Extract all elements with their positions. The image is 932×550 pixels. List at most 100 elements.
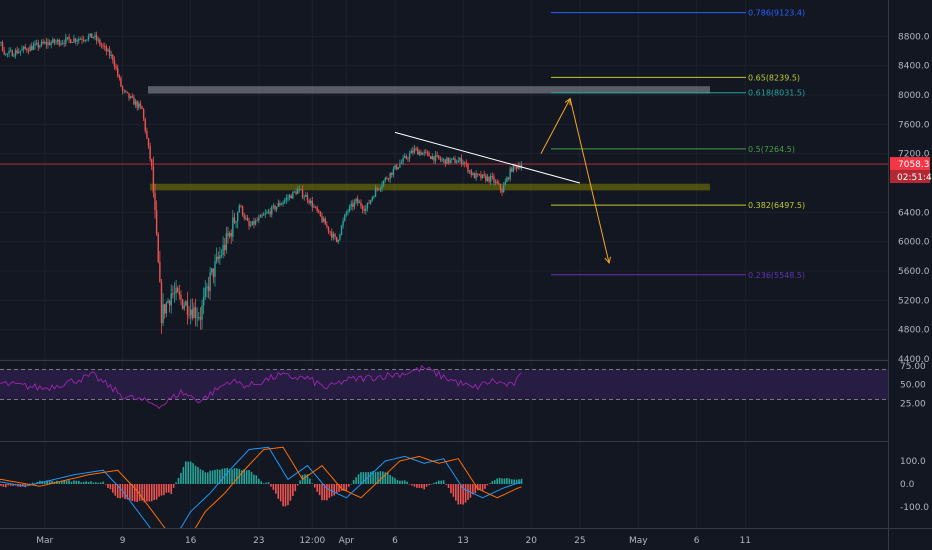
candle-body-138: [180, 294, 182, 300]
macd-histogram-bar-73: [133, 484, 136, 502]
candle-body-318: [472, 173, 474, 176]
macd-histogram-bar-159: [343, 484, 345, 491]
macd-histogram-bar-181: [396, 479, 399, 484]
macd-histogram-bar-117: [240, 470, 243, 484]
candle-body-181: [249, 225, 252, 227]
time-label-6: Apr: [339, 536, 355, 546]
candle-body-118: [147, 138, 150, 146]
candle-body-126: [160, 282, 163, 324]
macd-histogram-bar-191: [420, 484, 423, 489]
price-tick-3: 7600.0: [898, 120, 930, 130]
macd-histogram-bar-193: [425, 484, 428, 487]
macd-histogram-bar-108: [219, 469, 221, 484]
macd-pane: [0, 441, 932, 545]
macd-histogram-bar-232: [520, 478, 523, 484]
candle-body-131: [168, 300, 171, 306]
candle-body-128: [164, 304, 166, 314]
macd-histogram-bar-144: [306, 474, 309, 484]
macd-histogram-bar-119: [245, 470, 248, 484]
candle-body-154: [206, 286, 208, 288]
candle-body-295: [434, 154, 437, 161]
macd-histogram-bar-44: [63, 480, 65, 484]
candle-body-226: [322, 218, 325, 222]
candle-body-113: [139, 103, 142, 107]
macd-histogram-bar-75: [138, 484, 141, 501]
candle-body-187: [259, 215, 262, 218]
candle-body-284: [417, 148, 419, 155]
candle-body-151: [201, 305, 203, 320]
macd-histogram-bar-176: [384, 472, 387, 484]
macd-histogram-bar-208: [462, 484, 464, 505]
macd-histogram-bar-107: [216, 469, 219, 484]
candle-body-241: [347, 211, 349, 213]
macd-histogram-bar-168: [365, 472, 367, 484]
macd-histogram-bar-190: [418, 484, 421, 488]
time-label-5: 12:00: [299, 536, 325, 546]
macd-histogram-bar-58: [97, 482, 100, 484]
candle-body-288: [423, 151, 425, 153]
candle-body-65: [61, 42, 64, 44]
candle-body-168: [228, 232, 231, 237]
candle-body-191: [266, 212, 268, 214]
fib-label-1: 0.65(8239.5): [748, 73, 800, 82]
candle-body-244: [352, 203, 354, 207]
candle-body-190: [264, 213, 266, 215]
candle-body-98: [115, 66, 117, 69]
candle-body-144: [189, 309, 192, 316]
candle-body-281: [412, 150, 414, 153]
candle-body-185: [256, 220, 258, 222]
fib-label-2: 0.618(8031.5): [748, 89, 805, 98]
macd-histogram-bar-37: [46, 480, 48, 484]
candle-body-61: [55, 41, 57, 43]
macd-histogram-bar-95: [187, 461, 190, 484]
time-label-3: 16: [185, 536, 197, 546]
candle-body-229: [327, 226, 330, 232]
macd-histogram-bar-133: [279, 484, 282, 502]
price-tick-6: 6000.0: [898, 238, 930, 248]
candle-body-35: [13, 55, 15, 57]
rsi-tick-1: 50.00: [900, 381, 926, 391]
candle-body-227: [324, 218, 326, 225]
macd-histogram-bar-172: [374, 472, 377, 484]
macd-histogram-bar-201: [445, 484, 447, 485]
support-zone: [150, 183, 710, 191]
macd-histogram-bar-231: [518, 479, 520, 484]
candle-body-340: [507, 177, 510, 180]
candle-body-197: [275, 206, 278, 210]
candle-body-38: [18, 51, 20, 54]
macd-histogram-bar-27: [22, 484, 24, 487]
candle-body-264: [384, 177, 386, 181]
candle-body-69: [68, 37, 70, 40]
candle-body-182: [251, 221, 254, 226]
candle-body-201: [282, 202, 284, 204]
fib-label-5: 0.236(5548.5): [748, 271, 805, 280]
macd-histogram-bar-114: [233, 468, 236, 484]
time-axis-bg: [0, 528, 932, 550]
candle-body-302: [446, 157, 448, 165]
candle-body-220: [313, 206, 315, 208]
candle-body-194: [271, 206, 273, 215]
macd-histogram-bar-49: [75, 480, 78, 484]
macd-histogram-bar-174: [379, 471, 382, 484]
macd-histogram-bar-43: [60, 481, 63, 484]
macd-tick-1: 0.0: [900, 480, 915, 490]
macd-histogram-bar-50: [77, 480, 80, 484]
candle-body-277: [405, 156, 408, 159]
candle-body-123: [155, 210, 158, 234]
macd-histogram-bar-89: [172, 484, 175, 488]
candle-body-110: [134, 101, 137, 105]
macd-histogram-bar-53: [85, 481, 87, 484]
macd-histogram-bar-188: [413, 484, 416, 487]
macd-histogram-bar-215: [479, 484, 481, 490]
candle-body-337: [502, 185, 505, 193]
macd-histogram-bar-28: [24, 484, 27, 488]
macd-histogram-bar-140: [296, 484, 299, 486]
macd-histogram-bar-97: [192, 463, 194, 484]
candle-body-188: [261, 215, 263, 217]
candle-body-95: [110, 54, 112, 56]
candle-body-251: [363, 209, 365, 211]
macd-histogram-bar-80: [150, 484, 153, 502]
candle-body-223: [318, 210, 320, 212]
candle-body-250: [361, 206, 364, 210]
